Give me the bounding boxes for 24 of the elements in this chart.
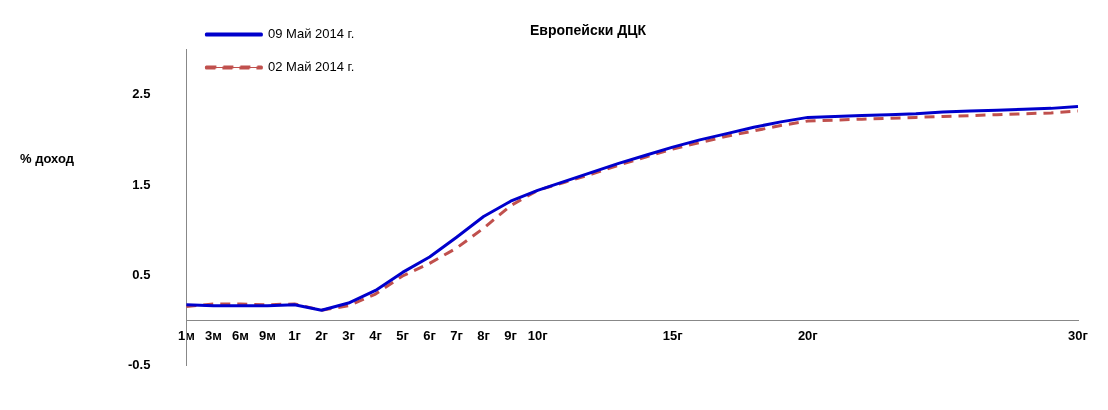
y-tick-label: 2.5 xyxy=(132,86,151,102)
x-tick-label: 3г xyxy=(342,327,356,343)
x-tick-label: 8г xyxy=(477,327,491,343)
x-tick-label: 4г xyxy=(369,327,383,343)
x-tick-label: 5г xyxy=(396,327,410,343)
x-tick-label: 30г xyxy=(1068,327,1089,343)
y-tick-label: 0.5 xyxy=(132,266,151,282)
y-tick-label: 1.5 xyxy=(132,176,151,192)
legend-label: 09 Май 2014 г. xyxy=(267,26,355,42)
legend-label: 02 Май 2014 г. xyxy=(267,59,355,75)
x-tick-label: 20г xyxy=(797,327,819,343)
x-tick-label: 1г xyxy=(288,327,302,343)
y-tick-label: -0.5 xyxy=(127,356,151,372)
x-tick-label: 9г xyxy=(504,327,518,343)
chart-title: Европейски ДЦК xyxy=(530,22,647,39)
x-tick-label: 6г xyxy=(423,327,437,343)
y-axis-title: % доход xyxy=(20,151,75,167)
x-tick-label: 3м xyxy=(204,327,222,343)
x-tick-label: 10г xyxy=(527,327,549,343)
x-tick-label: 6м xyxy=(232,327,249,343)
x-tick-label: 15г xyxy=(662,327,684,343)
x-tick-label: 9м xyxy=(259,327,276,343)
x-tick-label: 2г xyxy=(315,327,329,343)
x-tick-label: 7г xyxy=(450,327,464,343)
